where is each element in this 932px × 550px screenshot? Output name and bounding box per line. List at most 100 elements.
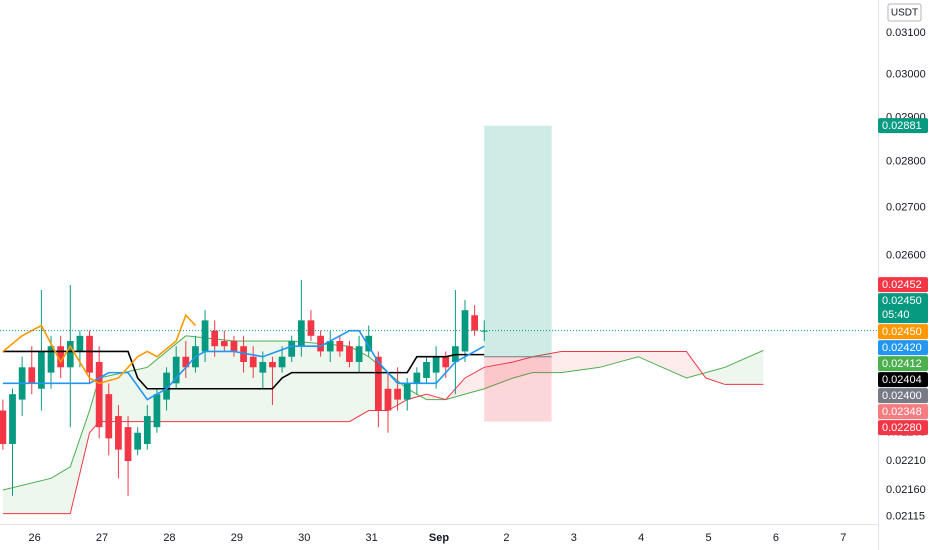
price-tag-label: 0.02412 — [882, 358, 922, 370]
y-tick-label: 0.02600 — [886, 249, 926, 261]
candle-body — [288, 341, 296, 357]
candle-body — [240, 346, 247, 363]
cloud-fill — [484, 362, 514, 389]
candle-body — [134, 432, 142, 450]
candle-body — [28, 367, 36, 384]
candle-body — [423, 362, 430, 378]
price-tag-label: 0.02450 — [882, 295, 922, 307]
candle-body — [0, 410, 7, 444]
cloud-fill — [464, 367, 485, 395]
candle-body — [47, 346, 55, 373]
x-tick-label: 29 — [231, 532, 243, 544]
x-tick-label: 7 — [840, 532, 846, 544]
candle-body — [182, 356, 190, 368]
price-tag-label: 0.02881 — [882, 120, 922, 132]
x-tick-label: Sep — [429, 532, 449, 544]
candle-body — [9, 394, 16, 444]
price-tag — [878, 356, 928, 372]
price-tag — [878, 404, 928, 420]
price-tag-label: 0.02450 — [882, 326, 922, 338]
x-tick-label: 27 — [96, 532, 108, 544]
y-tick-label: 0.02210 — [886, 455, 926, 467]
candle-body — [317, 335, 324, 352]
indicator-line — [2, 329, 485, 401]
candle-body — [95, 362, 103, 428]
candle-body — [355, 346, 363, 363]
currency-box[interactable] — [887, 3, 922, 22]
candle-body — [278, 356, 286, 368]
price-tag — [878, 340, 928, 356]
y-tick-label: 0.02160 — [886, 484, 926, 496]
candle-body — [336, 341, 344, 352]
candle-body — [471, 315, 478, 331]
candle-body — [201, 320, 209, 352]
x-tick-label: 4 — [638, 532, 644, 544]
candle-body — [172, 356, 180, 384]
price-tag-label: 0.02404 — [882, 374, 922, 386]
candle-body — [124, 427, 132, 462]
candle-body — [480, 330, 488, 332]
candle-body — [269, 362, 276, 368]
candle-body — [394, 388, 401, 400]
price-tag-countdown: 05:40 — [882, 309, 910, 321]
price-tag — [878, 293, 928, 324]
candle-body — [220, 341, 228, 347]
cloud-fill — [561, 351, 600, 373]
candle-body — [413, 372, 421, 384]
y-tick-label: 0.03000 — [886, 68, 926, 80]
indicator-line — [2, 313, 197, 385]
candle-body — [432, 356, 440, 373]
plot-area — [0, 125, 764, 515]
candle-body — [249, 356, 257, 368]
candle-body — [153, 394, 161, 428]
stop-zone — [484, 356, 552, 422]
price-tag — [878, 420, 928, 436]
cloud-fill — [724, 350, 764, 385]
price-tag-label: 0.02348 — [882, 406, 922, 418]
x-tick-label: 5 — [705, 532, 711, 544]
x-tick-label: 26 — [29, 532, 41, 544]
price-tag — [878, 277, 928, 293]
candle-body — [297, 320, 305, 347]
candle-body — [326, 341, 334, 352]
cloud-fill — [638, 351, 687, 378]
candle-body — [442, 356, 450, 368]
candle-body — [86, 335, 93, 373]
candle-body — [365, 335, 373, 352]
cloud-fill — [51, 466, 71, 514]
y-tick-label: 0.02800 — [886, 156, 926, 168]
candle-body — [403, 383, 411, 400]
candle-body — [76, 335, 84, 352]
price-tag — [878, 324, 928, 340]
candle-body — [384, 388, 392, 411]
span-a-line — [2, 335, 764, 491]
candle-body — [38, 351, 45, 389]
candle-body — [230, 341, 238, 352]
y-tick-label: 0.03100 — [886, 27, 926, 39]
currency-label[interactable]: USDT — [891, 8, 918, 19]
x-tick-label: 28 — [163, 532, 175, 544]
indicator-line — [2, 350, 485, 390]
price-tag-label: 0.02420 — [882, 342, 922, 354]
price-tag-label: 0.02400 — [882, 390, 922, 402]
price-tag — [878, 388, 928, 404]
candle-body — [66, 341, 74, 368]
y-tick-label: 0.02115 — [886, 511, 925, 523]
y-tick-label: 0.02700 — [886, 202, 926, 214]
x-tick-label: 30 — [298, 532, 310, 544]
candle-body — [374, 356, 382, 411]
x-tick-label: 3 — [571, 532, 577, 544]
candle-body — [57, 346, 65, 368]
price-tag — [878, 372, 928, 388]
candle-body — [346, 346, 353, 363]
candle-body — [461, 310, 469, 352]
cloud-fill — [513, 356, 533, 378]
candle-body — [105, 394, 113, 439]
x-tick-label: 31 — [365, 532, 377, 544]
price-tag — [878, 118, 928, 134]
cloud-fill — [70, 410, 90, 514]
x-tick-label: 2 — [503, 532, 509, 544]
